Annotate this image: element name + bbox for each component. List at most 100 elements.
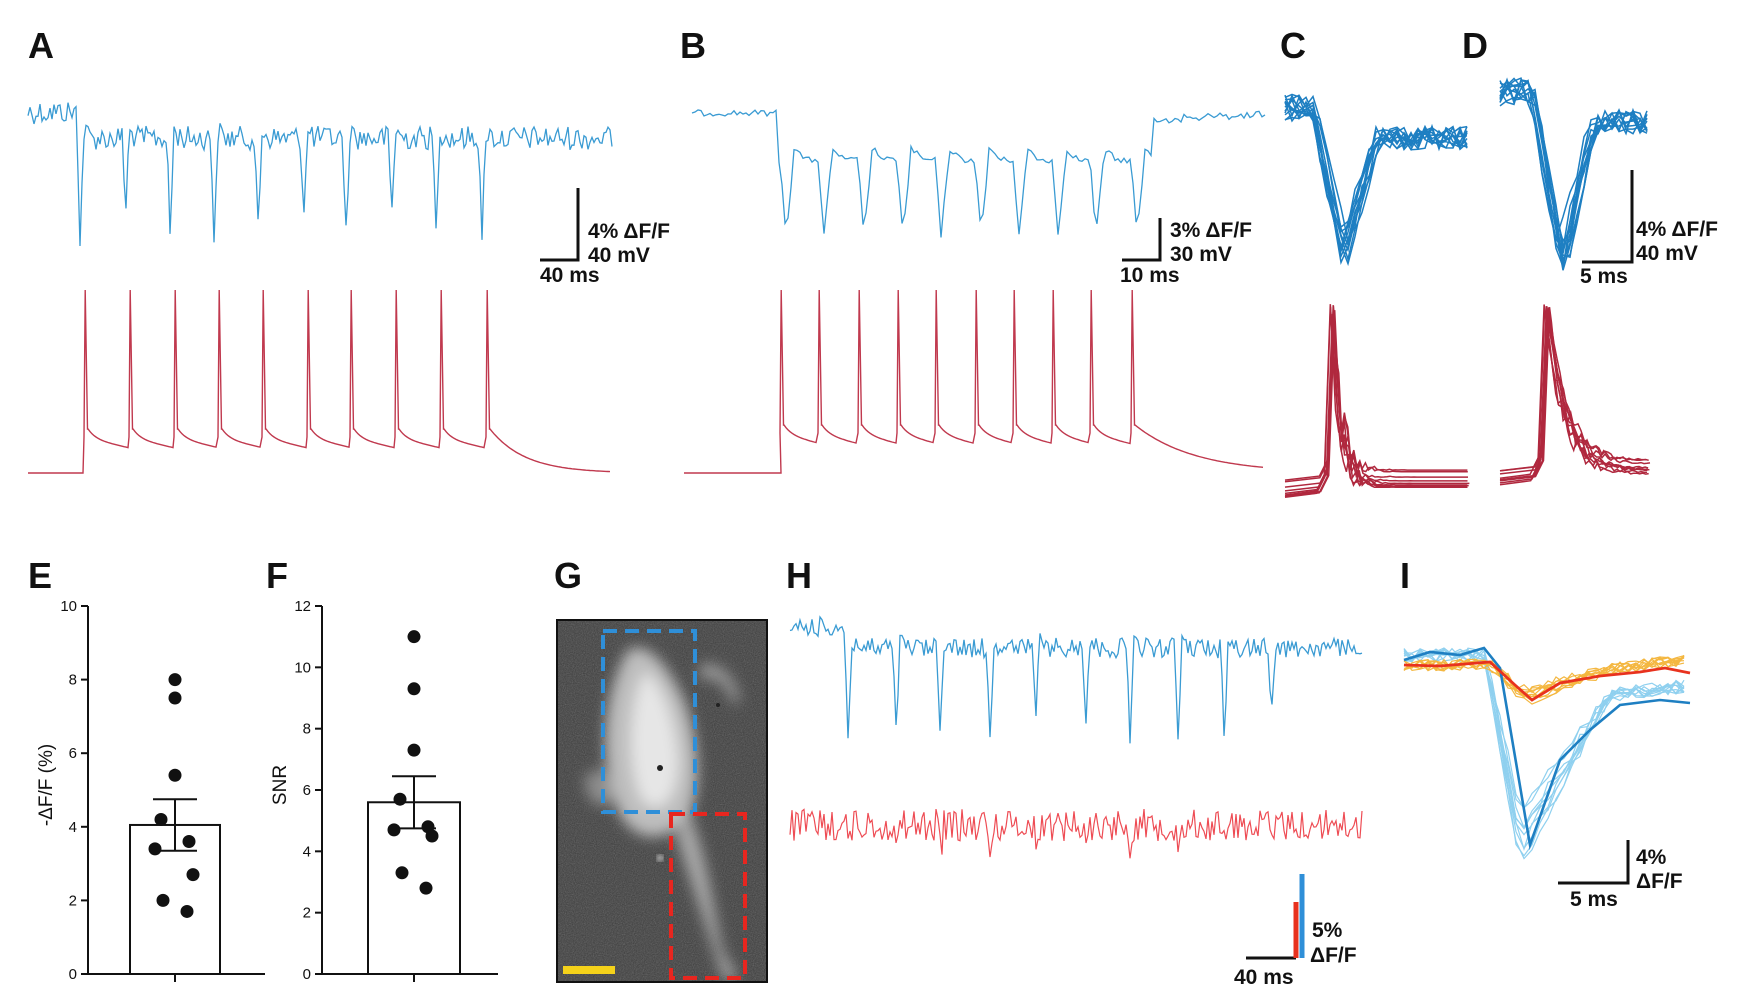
- scalebar-d-y2: 40 mV: [1636, 242, 1698, 265]
- overlay-i-soma-trial-3: [1403, 647, 1685, 850]
- scalebar-i-y1: 4%: [1636, 846, 1667, 869]
- scalebar-h-x: 40 ms: [1234, 966, 1294, 989]
- scalebar-i-x: 5 ms: [1570, 888, 1618, 911]
- scalebar-b: 3% ΔF/F 30 mV 10 ms: [1120, 218, 1252, 287]
- scalebar-d-x: 5 ms: [1580, 265, 1628, 288]
- chart-e-ylabel: -ΔF/F (%): [36, 744, 57, 826]
- chart-f-point-6: [425, 829, 439, 843]
- scalebar-b-y1: 3% ΔF/F: [1170, 219, 1252, 242]
- overlay-d-ephys-trace-2: [1499, 315, 1651, 475]
- overlay-d-ephys-trace-6: [1499, 307, 1648, 472]
- overlay-c-ephys-trace-5: [1284, 306, 1468, 499]
- microscopy-frame: [556, 619, 768, 983]
- scalebar-i: 4% ΔF/F 5 ms: [1558, 840, 1683, 911]
- overlay-d-ephys-trace-8: [1499, 305, 1648, 481]
- overlay-d-ephys: [1499, 304, 1651, 486]
- overlay-d-voltage: [1499, 77, 1648, 271]
- trace-a-voltage-path: [27, 102, 613, 247]
- overlay-c-ephys-trace-2: [1284, 312, 1468, 492]
- trace-b-ephys-path: [684, 289, 1264, 474]
- panel-label-f: F: [266, 555, 288, 596]
- chart-f-point-5: [387, 823, 401, 837]
- chart-e-point-1: [168, 691, 182, 705]
- chart-f-ytick-label-2: 4: [303, 843, 311, 860]
- panel-label-c: C: [1280, 25, 1306, 66]
- chart-f: 0 2 4 6 8 10 12: [294, 598, 498, 983]
- scalebar-a-y2: 40 mV: [588, 244, 650, 267]
- trace-a-ephys: [28, 289, 611, 474]
- panel-label-e: E: [28, 555, 52, 596]
- chart-e-point-5: [148, 842, 162, 856]
- overlay-c-ephys-trace-6: [1284, 305, 1468, 481]
- overlay-i-soma-trial-6: [1403, 648, 1685, 860]
- chart-f-point-7: [395, 866, 409, 880]
- panel-label-h: H: [786, 555, 812, 596]
- chart-f-ytick-label-1: 2: [303, 905, 311, 922]
- panel-label-a: A: [28, 25, 54, 66]
- trace-b-voltage-path: [691, 109, 1266, 238]
- chart-e-ytick-label-4: 8: [69, 672, 77, 689]
- overlay-i-neurite-mean: [1403, 660, 1691, 702]
- overlay-c-ephys-trace-4: [1284, 310, 1469, 497]
- scalebar-b-y2: 30 mV: [1170, 243, 1232, 266]
- overlay-i: [1403, 646, 1691, 860]
- chart-e-point-8: [180, 904, 194, 918]
- overlay-c-ephys-trace-3: [1284, 311, 1468, 488]
- chart-e-point-0: [168, 673, 182, 687]
- overlay-i-soma-trial-5: [1403, 647, 1685, 852]
- scalebar-d: 4% ΔF/F 40 mV 5 ms: [1580, 170, 1718, 288]
- scalebar-i-y2: ΔF/F: [1636, 870, 1683, 893]
- trace-h-neurite: [789, 808, 1363, 859]
- chart-e-ytick-label-5: 10: [60, 598, 77, 615]
- overlay-c-ephys-trace-0: [1284, 304, 1468, 496]
- trace-a-ephys-path: [28, 289, 611, 474]
- scalebar-h-y2: ΔF/F: [1310, 944, 1357, 967]
- overlay-c-voltage-trace-11: [1284, 94, 1468, 229]
- overlay-i-neurite-trial-9: [1403, 657, 1685, 705]
- trace-h-soma: [789, 615, 1363, 744]
- overlay-i-soma-trial-4: [1403, 648, 1685, 829]
- chart-f-point-0: [407, 630, 421, 644]
- chart-e: 0 2 4 6 8 10: [60, 598, 265, 983]
- overlay-c-ephys-trace-8: [1284, 309, 1468, 483]
- microscopy-scalebar: [563, 966, 615, 974]
- trace-h-neurite-path: [789, 808, 1363, 859]
- scalebar-b-x: 10 ms: [1120, 264, 1180, 287]
- panel-label-i: I: [1400, 555, 1410, 596]
- overlay-d-ephys-trace-5: [1499, 307, 1648, 482]
- overlay-c-ephys: [1284, 304, 1470, 499]
- chart-f-ylabel: SNR: [270, 765, 291, 805]
- overlay-d-ephys-trace-4: [1499, 307, 1650, 482]
- scalebar-a-x: 40 ms: [540, 264, 600, 287]
- overlay-i-soma-mean: [1403, 646, 1691, 851]
- chart-f-ytick-label-0: 0: [303, 966, 311, 983]
- trace-b-ephys: [684, 289, 1264, 474]
- chart-e-ytick-label-2: 4: [69, 819, 77, 836]
- chart-f-bar: [367, 801, 461, 975]
- chart-e-ytick-label-0: 0: [69, 966, 77, 983]
- trace-b-voltage: [691, 109, 1266, 238]
- scalebar-a: 4% ΔF/F 40 mV 40 ms: [540, 188, 670, 287]
- overlay-c-voltage-trace-8: [1284, 93, 1468, 249]
- chart-f-point-8: [419, 881, 433, 895]
- trace-a-voltage: [27, 102, 613, 247]
- chart-f-ytick-label-5: 10: [294, 659, 311, 676]
- overlay-d-voltage-trace-11: [1499, 80, 1648, 271]
- chart-f-point-3: [393, 792, 407, 806]
- panel-label-g: G: [554, 555, 582, 596]
- overlay-c-voltage-trace-0: [1284, 98, 1468, 267]
- chart-e-point-6: [186, 868, 200, 882]
- scalebar-h-y1: 5%: [1312, 919, 1343, 942]
- overlay-c-voltage: [1284, 93, 1468, 267]
- chart-e-ytick-label-3: 6: [69, 745, 77, 762]
- chart-e-point-2: [168, 768, 182, 782]
- roi-neurite: [669, 812, 747, 980]
- chart-e-point-3: [154, 812, 168, 826]
- chart-f-point-1: [407, 682, 421, 696]
- panel-label-b: B: [680, 25, 706, 66]
- overlay-c-voltage-trace-6: [1284, 100, 1468, 254]
- overlay-d-ephys-trace-1: [1499, 306, 1649, 486]
- chart-e-point-7: [156, 893, 170, 907]
- scalebar-a-y1: 4% ΔF/F: [588, 220, 670, 243]
- chart-f-ytick-label-4: 8: [303, 721, 311, 738]
